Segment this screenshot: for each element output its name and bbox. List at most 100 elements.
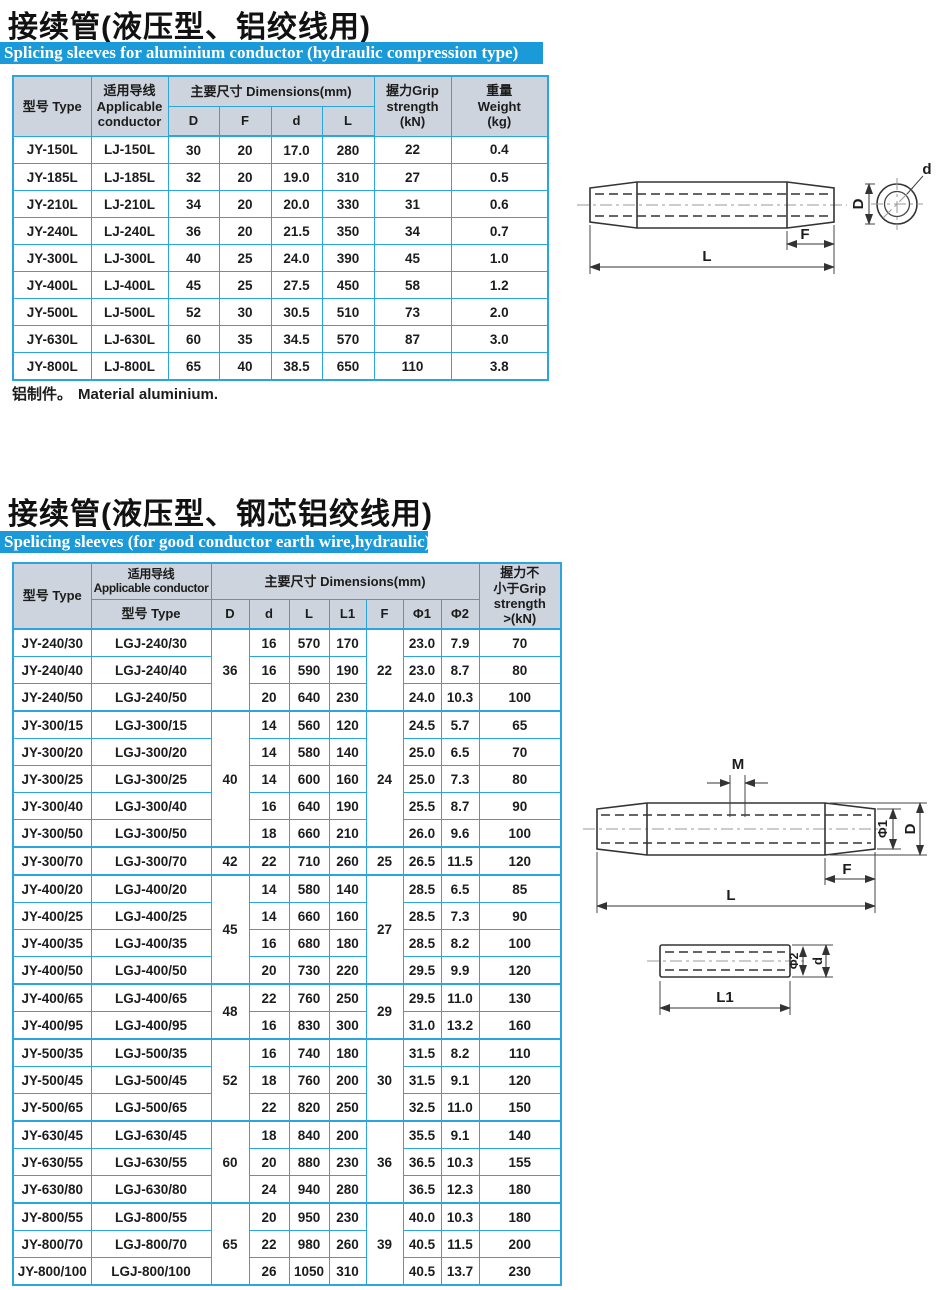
table-cell: 58: [373, 271, 452, 299]
table-cell: 0.4: [450, 135, 549, 164]
table-cell: JY-300/25: [12, 765, 92, 793]
table-cell: 16: [248, 792, 290, 820]
table-cell: 36: [210, 628, 250, 712]
table-cell: 580: [288, 738, 330, 766]
aluminium-sleeves-table: 型号 Type 适用导线 Applicable conductor 主要尺寸 D…: [12, 75, 550, 381]
table-cell: 3.8: [450, 352, 549, 381]
table-cell: LGJ-300/40: [90, 792, 212, 820]
material-note-cn: 铝制件。: [12, 386, 73, 403]
table-cell: 40.5: [402, 1230, 442, 1258]
table-cell: LGJ-240/30: [90, 628, 212, 657]
table-cell: 20: [218, 163, 272, 191]
table-cell: JY-400/25: [12, 902, 92, 930]
table-row: JY-400/25 LGJ-400/25 14 660 160 28.5 7.3 90: [12, 902, 562, 930]
table-cell: 110: [373, 352, 452, 381]
table-cell: 26: [248, 1257, 290, 1286]
table-cell: LGJ-500/45: [90, 1066, 212, 1094]
table-cell: 20: [218, 190, 272, 218]
table-cell: LGJ-300/70: [90, 846, 212, 876]
table-cell: 30.5: [270, 298, 323, 326]
table-cell: 45: [210, 874, 250, 985]
dim-label-L: L: [726, 887, 735, 904]
dim-label-F: F: [800, 226, 809, 243]
table-cell: 10.3: [440, 1202, 480, 1231]
table-cell: 1.2: [450, 271, 549, 299]
table-cell: LGJ-630/55: [90, 1148, 212, 1176]
table-cell: 560: [288, 710, 330, 739]
table-cell: JY-630/55: [12, 1148, 92, 1176]
col-header-type: 型号 Type: [12, 75, 92, 137]
table-cell: JY-240/50: [12, 683, 92, 712]
table-cell: 5.7: [440, 710, 480, 739]
table-cell: 40.0: [402, 1202, 442, 1231]
material-note-en: Material aluminium.: [78, 386, 219, 403]
col-header-L1: L1: [328, 598, 367, 630]
table-cell: 160: [328, 765, 367, 793]
table-cell: 1050: [288, 1257, 330, 1286]
table-cell: 22: [248, 1230, 290, 1258]
table-cell: LJ-800L: [90, 352, 169, 381]
table-cell: 52: [210, 1038, 250, 1122]
table-cell: 310: [328, 1257, 367, 1286]
table-cell: 640: [288, 683, 330, 712]
table-cell: 80: [478, 656, 562, 684]
table-cell: 36.5: [402, 1175, 442, 1204]
table-cell: JY-400L: [12, 271, 92, 299]
col-header-conductor: 适用导线 Applicable conductor: [90, 562, 212, 600]
section2-title: 接续管(液压型、钢芯铝绞线用): [8, 498, 433, 531]
table-cell: 85: [478, 874, 562, 903]
table-cell: LJ-300L: [90, 244, 169, 272]
table-cell: 34: [373, 217, 452, 245]
table-cell: JY-300/70: [12, 846, 92, 876]
table-cell: 80: [478, 765, 562, 793]
table-cell: JY-210L: [12, 190, 92, 218]
table-cell: 730: [288, 956, 330, 985]
table-cell: 230: [328, 1202, 367, 1231]
table-cell: 30: [167, 135, 220, 164]
table-cell: 7.3: [440, 765, 480, 793]
table-cell: LGJ-400/35: [90, 929, 212, 957]
table-cell: LGJ-400/50: [90, 956, 212, 985]
table-cell: 130: [478, 983, 562, 1012]
table-cell: 9.9: [440, 956, 480, 985]
table-cell: 260: [328, 846, 367, 876]
table-row: JY-630/55 LGJ-630/55 20 880 230 36.5 10.3 155: [12, 1148, 562, 1176]
table-cell: 510: [321, 298, 375, 326]
table-cell: JY-400/20: [12, 874, 92, 903]
table-cell: LGJ-400/20: [90, 874, 212, 903]
table-cell: 180: [478, 1175, 562, 1204]
table-cell: 570: [288, 628, 330, 657]
table-cell: 73: [373, 298, 452, 326]
table-cell: 22: [365, 628, 404, 712]
table-cell: JY-500/35: [12, 1038, 92, 1067]
table-cell: 30: [365, 1038, 404, 1122]
table-cell: 660: [288, 819, 330, 848]
table-cell: LGJ-630/45: [90, 1120, 212, 1149]
table-cell: 22: [248, 1093, 290, 1122]
col-header-dimensions: 主要尺寸 Dimensions(mm): [210, 562, 480, 600]
table-cell: 14: [248, 765, 290, 793]
table-cell: 230: [328, 683, 367, 712]
table-cell: 29.5: [402, 956, 442, 985]
table-cell: 600: [288, 765, 330, 793]
table-cell: 250: [328, 1093, 367, 1122]
table-cell: 230: [478, 1257, 562, 1286]
table-cell: 65: [167, 352, 220, 381]
table-cell: 2.0: [450, 298, 549, 326]
table-cell: 120: [478, 956, 562, 985]
section1-title: 接续管(液压型、铝绞线用): [8, 11, 371, 44]
table-cell: 120: [478, 846, 562, 876]
table-row: JY-300L LJ-300L 40 25 24.0 390 45 1.0: [12, 244, 549, 272]
table-cell: 25.5: [402, 792, 442, 820]
table-cell: 35.5: [402, 1120, 442, 1149]
table-cell: 880: [288, 1148, 330, 1176]
dim-label-phi2: Φ2: [787, 952, 801, 969]
table-cell: JY-240L: [12, 217, 92, 245]
table-cell: 7.3: [440, 902, 480, 930]
col-header-type: 型号 Type: [12, 562, 92, 630]
table-row: JY-630L LJ-630L 60 35 34.5 570 87 3.0: [12, 325, 549, 353]
table-cell: 6.5: [440, 738, 480, 766]
table-row: JY-210L LJ-210L 34 20 20.0 330 31 0.6: [12, 190, 549, 218]
table-cell: 740: [288, 1038, 330, 1067]
table-cell: 14: [248, 874, 290, 903]
